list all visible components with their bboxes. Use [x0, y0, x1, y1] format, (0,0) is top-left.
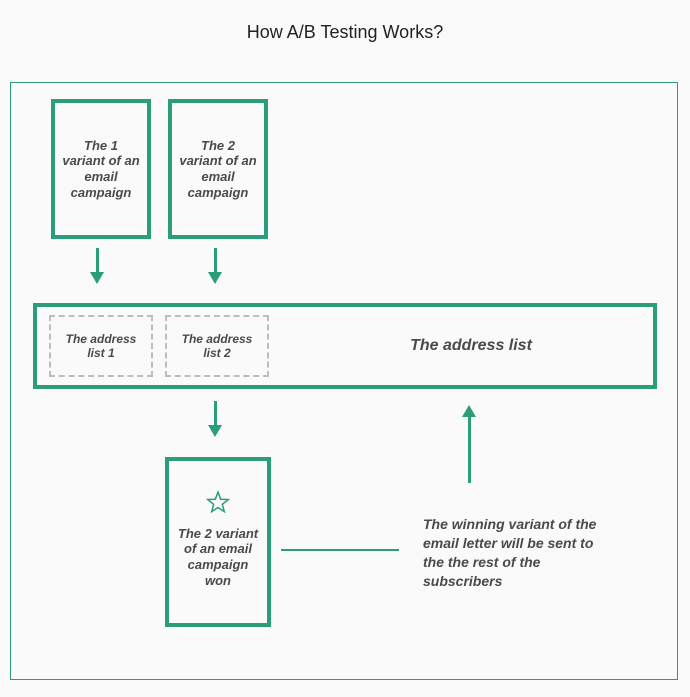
winning-note: The winning variant of the email letter …: [423, 515, 613, 591]
diagram-canvas: How A/B Testing Works? The 1 variant of …: [0, 0, 690, 697]
connector-line: [281, 549, 399, 551]
winner-label: The 2 variant of an email campaign won: [169, 520, 267, 594]
diagram-title: How A/B Testing Works?: [0, 22, 690, 43]
variant-1-label: The 1 variant of an email campaign: [55, 132, 147, 206]
address-list-main-label-box: The address list: [311, 315, 631, 377]
address-list-1-label: The address list 1: [51, 326, 151, 367]
variant-1-box: The 1 variant of an email campaign: [51, 99, 151, 239]
arrow-up-to-list: [468, 405, 470, 483]
winner-box: The 2 variant of an email campaign won: [165, 457, 271, 627]
address-list-2-label: The address list 2: [167, 326, 267, 367]
address-list-1-box: The address list 1: [49, 315, 153, 377]
arrow-variant1-down: [96, 248, 98, 284]
address-list-main-label: The address list: [404, 330, 538, 361]
outer-frame: The 1 variant of an email campaign The 2…: [10, 82, 678, 680]
variant-2-label: The 2 variant of an email campaign: [172, 132, 264, 206]
arrow-to-winner: [214, 401, 216, 437]
variant-2-box: The 2 variant of an email campaign: [168, 99, 268, 239]
star-icon: [205, 490, 231, 516]
arrow-variant2-down: [214, 248, 216, 284]
address-list-2-box: The address list 2: [165, 315, 269, 377]
